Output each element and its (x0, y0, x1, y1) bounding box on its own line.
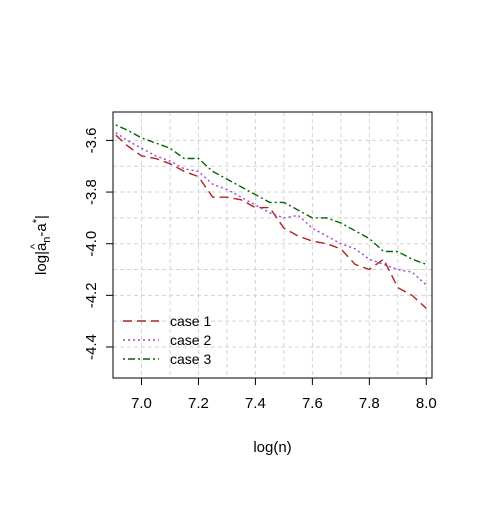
y-label-sub: n (41, 237, 53, 243)
y-axis-label: log|an-a*| ^ (29, 215, 53, 275)
grid (113, 112, 432, 378)
y-label-sup: * (31, 218, 43, 223)
series-line (115, 134, 427, 309)
x-tick-label: 7.2 (188, 395, 209, 412)
x-tick-label: 8.0 (416, 395, 437, 412)
y-label-base: a (33, 242, 50, 251)
svg-text:log|an-a*|: log|an-a*| (31, 215, 53, 275)
plot-frame (112, 111, 433, 379)
y-label-prefix: log| (33, 251, 50, 275)
x-tick-label: 7.0 (131, 395, 152, 412)
x-axis-label: log(n) (253, 439, 291, 456)
x-tick-label: 7.4 (245, 395, 266, 412)
x-tick-label: 7.8 (359, 395, 380, 412)
legend: case 1 case 2 case 3 (123, 313, 211, 367)
y-label-mid: -a (33, 223, 50, 237)
y-tick-label: -4.0 (83, 231, 100, 257)
series-lines (115, 124, 427, 309)
x-axis: 7.0 7.2 7.4 7.6 7.8 8.0 (131, 378, 437, 412)
y-label-hat: ^ (29, 243, 41, 249)
legend-label: case 2 (170, 332, 211, 348)
series-line (115, 132, 427, 286)
y-tick-label: -3.6 (83, 127, 100, 153)
y-axis: -3.6 -3.8 -4.0 -4.2 -4.4 (83, 127, 113, 360)
x-tick-label: 7.6 (302, 395, 323, 412)
y-tick-label: -4.2 (83, 282, 100, 308)
y-tick-label: -4.4 (83, 334, 100, 360)
y-tick-label: -3.8 (83, 179, 100, 205)
y-label-suffix: | (33, 215, 50, 219)
legend-label: case 3 (170, 351, 211, 367)
legend-label: case 1 (170, 313, 211, 329)
series-line (115, 124, 427, 266)
